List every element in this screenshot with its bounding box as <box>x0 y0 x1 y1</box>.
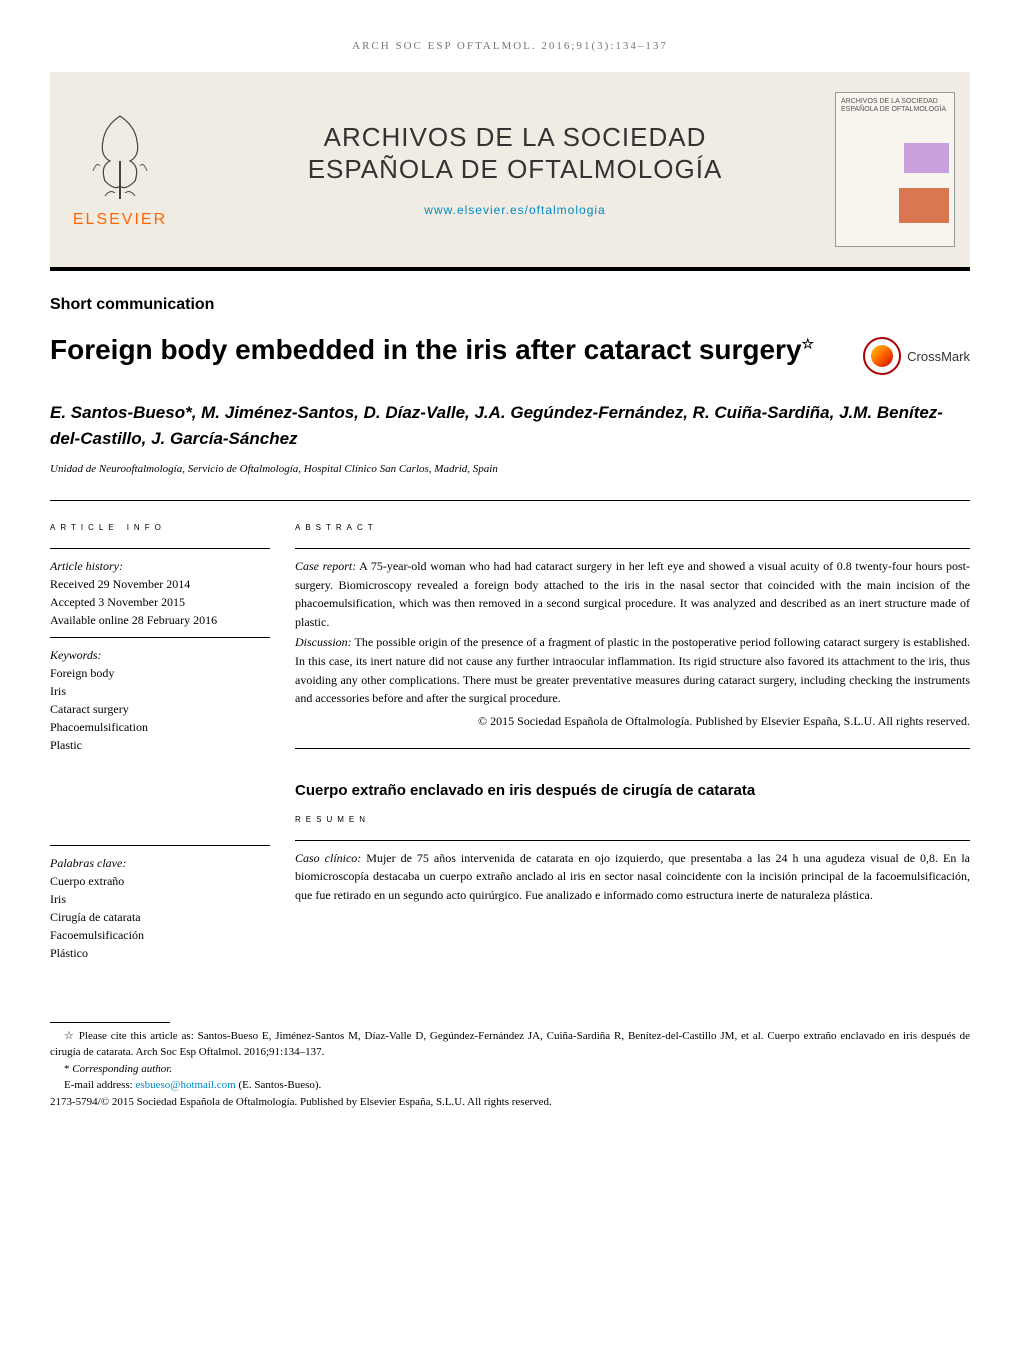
journal-url[interactable]: www.elsevier.es/oftalmologia <box>215 203 815 217</box>
caso-clinico-text: Mujer de 75 años intervenida de catarata… <box>295 851 970 902</box>
divider <box>50 637 270 638</box>
palabras-column: Palabras clave: Cuerpo extraño Iris Ciru… <box>50 762 295 962</box>
divider <box>295 748 970 749</box>
corr-text: Corresponding author. <box>70 1063 173 1075</box>
caso-clinico-label: Caso clínico: <box>295 851 361 865</box>
spanish-title: Cuerpo extraño enclavado en iris después… <box>295 782 970 799</box>
article-title: Foreign body embedded in the iris after … <box>50 332 843 368</box>
resumen-body: Caso clínico: Mujer de 75 años interveni… <box>295 849 970 905</box>
cover-thumb-image1 <box>904 143 949 173</box>
issn-copyright: 2173-5794/© 2015 Sociedad Española de Of… <box>50 1094 970 1111</box>
keyword: Cataract surgery <box>50 700 270 718</box>
footer-notes: ☆ Please cite this article as: Santos-Bu… <box>50 1022 970 1111</box>
crossmark-label: CrossMark <box>907 349 970 364</box>
divider <box>50 500 970 501</box>
resumen-column: Cuerpo extraño enclavado en iris después… <box>295 762 970 962</box>
journal-title-line2: ESPAÑOLA DE OFTALMOLOGÍA <box>215 154 815 185</box>
elsevier-tree-icon <box>75 111 165 206</box>
section-type: Short communication <box>50 296 970 314</box>
cover-thumb-title: ARCHIVOS DE LA SOCIEDAD ESPAÑOLA DE OFTA… <box>841 98 949 113</box>
spanish-section: Palabras clave: Cuerpo extraño Iris Ciru… <box>50 762 970 962</box>
title-footnote-star: ☆ <box>802 336 815 352</box>
palabra: Iris <box>50 890 270 908</box>
keyword: Foreign body <box>50 664 270 682</box>
cite-star: ☆ <box>64 1030 75 1042</box>
article-history: Article history: Received 29 November 20… <box>50 557 270 629</box>
abstract-body: Case report: A 75-year-old woman who had… <box>295 557 970 730</box>
keyword: Iris <box>50 682 270 700</box>
keyword: Plastic <box>50 736 270 754</box>
journal-title-block: ARCHIVOS DE LA SOCIEDAD ESPAÑOLA DE OFTA… <box>195 122 835 216</box>
journal-banner: ELSEVIER ARCHIVOS DE LA SOCIEDAD ESPAÑOL… <box>50 72 970 271</box>
crossmark-icon <box>863 337 901 375</box>
cite-text: Please cite this article as: Santos-Bues… <box>50 1030 970 1059</box>
divider <box>50 845 270 846</box>
divider <box>295 548 970 549</box>
case-report-label: Case report: <box>295 559 356 573</box>
header-citation: ARCH SOC ESP OFTALMOL. 2016;91(3):134–13… <box>50 40 970 52</box>
case-report-text: A 75-year-old woman who had had cataract… <box>295 559 970 629</box>
discussion-text: The possible origin of the presence of a… <box>295 635 970 705</box>
keyword: Phacoemulsification <box>50 718 270 736</box>
article-title-row: Foreign body embedded in the iris after … <box>50 332 970 375</box>
article-title-text: Foreign body embedded in the iris after … <box>50 334 802 365</box>
journal-title-line1: ARCHIVOS DE LA SOCIEDAD <box>215 122 815 153</box>
publisher-logo-block: ELSEVIER <box>65 111 175 229</box>
keywords-label: Keywords: <box>50 646 270 664</box>
authors-list: E. Santos-Bueso*, M. Jiménez-Santos, D. … <box>50 400 970 451</box>
article-info-heading: article info <box>50 521 270 533</box>
two-column-layout: article info Article history: Received 2… <box>50 521 970 757</box>
palabra: Cirugía de catarata <box>50 908 270 926</box>
abstract-column: abstract Case report: A 75-year-old woma… <box>295 521 970 757</box>
article-info-column: article info Article history: Received 2… <box>50 521 295 757</box>
affiliation: Unidad de Neurooftalmología, Servicio de… <box>50 463 970 475</box>
citation-footnote: ☆ Please cite this article as: Santos-Bu… <box>50 1028 970 1061</box>
online-date: Available online 28 February 2016 <box>50 611 270 629</box>
corresponding-author-footnote: * Corresponding author. <box>50 1061 970 1078</box>
accepted-date: Accepted 3 November 2015 <box>50 593 270 611</box>
email-label: E-mail address: <box>64 1079 135 1091</box>
crossmark-badge[interactable]: CrossMark <box>863 337 970 375</box>
palabra: Plástico <box>50 944 270 962</box>
copyright-text: © 2015 Sociedad Española de Oftalmología… <box>295 712 970 730</box>
abstract-heading: abstract <box>295 521 970 533</box>
publisher-name: ELSEVIER <box>65 211 175 229</box>
discussion-label: Discussion: <box>295 635 352 649</box>
footnote-divider <box>50 1022 170 1023</box>
resumen-heading: resumen <box>295 813 970 825</box>
palabras-label: Palabras clave: <box>50 854 270 872</box>
divider <box>295 840 970 841</box>
email-author: (E. Santos-Bueso). <box>236 1079 322 1091</box>
cover-thumb-image2 <box>899 188 949 223</box>
history-label: Article history: <box>50 557 270 575</box>
email-footnote: E-mail address: esbueso@hotmail.com (E. … <box>50 1077 970 1094</box>
received-date: Received 29 November 2014 <box>50 575 270 593</box>
email-link[interactable]: esbueso@hotmail.com <box>135 1079 235 1091</box>
keywords-block: Keywords: Foreign body Iris Cataract sur… <box>50 646 270 754</box>
divider <box>50 548 270 549</box>
journal-cover-thumbnail: ARCHIVOS DE LA SOCIEDAD ESPAÑOLA DE OFTA… <box>835 92 955 247</box>
palabras-block: Palabras clave: Cuerpo extraño Iris Ciru… <box>50 854 270 962</box>
palabra: Cuerpo extraño <box>50 872 270 890</box>
palabra: Facoemulsificación <box>50 926 270 944</box>
